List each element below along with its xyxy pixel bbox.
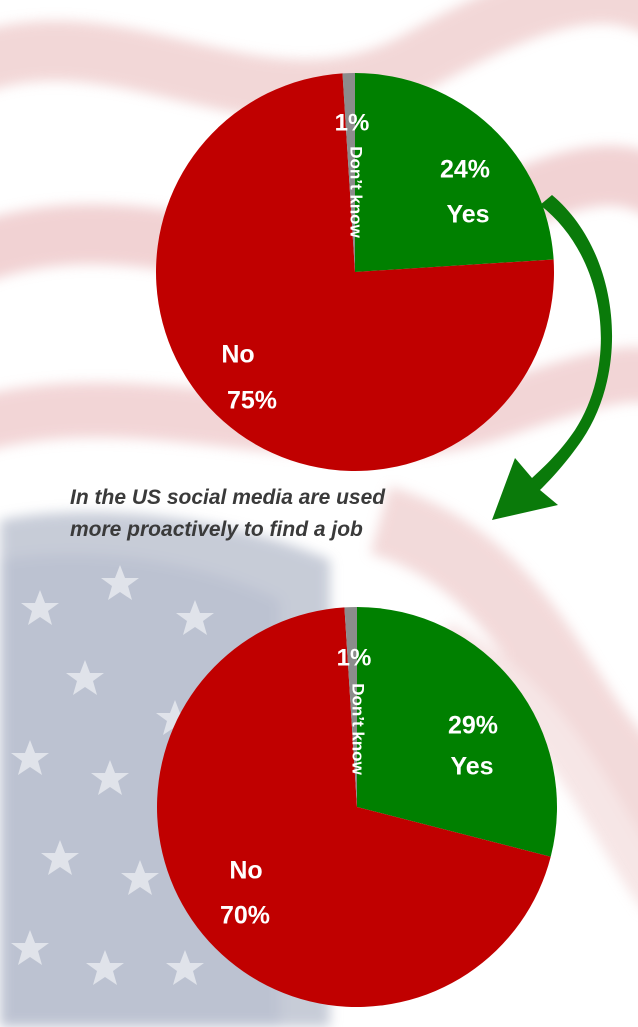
label-no-name: No [221, 341, 254, 369]
label-dont-know-percent: 1% [337, 644, 372, 671]
arrow-body [492, 195, 613, 520]
label-dont-know-name: Don’t know [349, 683, 368, 775]
slice-dont-know [344, 607, 357, 807]
slice-no [156, 73, 555, 471]
label-yes-percent: 24% [440, 156, 490, 184]
pie-chart-after: 29% Yes No 70% 1% Don’t know [157, 606, 558, 1007]
slice-dont-know [342, 72, 355, 272]
caption-line-2: more proactively to find a job [70, 518, 363, 541]
comparison-arrow [492, 195, 613, 520]
label-yes-percent: 29% [448, 712, 498, 740]
pie-chart-before: 24% Yes No 75% 1% Don’t know [156, 72, 555, 471]
chart-caption: In the US social media are used more pro… [70, 482, 510, 546]
slice-yes [357, 606, 558, 857]
label-dont-know-percent: 1% [335, 109, 370, 136]
label-no-percent: 70% [220, 902, 270, 930]
label-yes-name: Yes [446, 201, 489, 229]
label-yes-name: Yes [450, 753, 493, 781]
star-field [11, 565, 214, 985]
label-dont-know-name: Don’t know [347, 146, 366, 238]
label-no-percent: 75% [227, 387, 277, 415]
slice-yes [355, 72, 554, 272]
caption-line-1: In the US social media are used [70, 486, 386, 509]
label-no-name: No [229, 857, 262, 885]
slice-no [157, 607, 551, 1007]
